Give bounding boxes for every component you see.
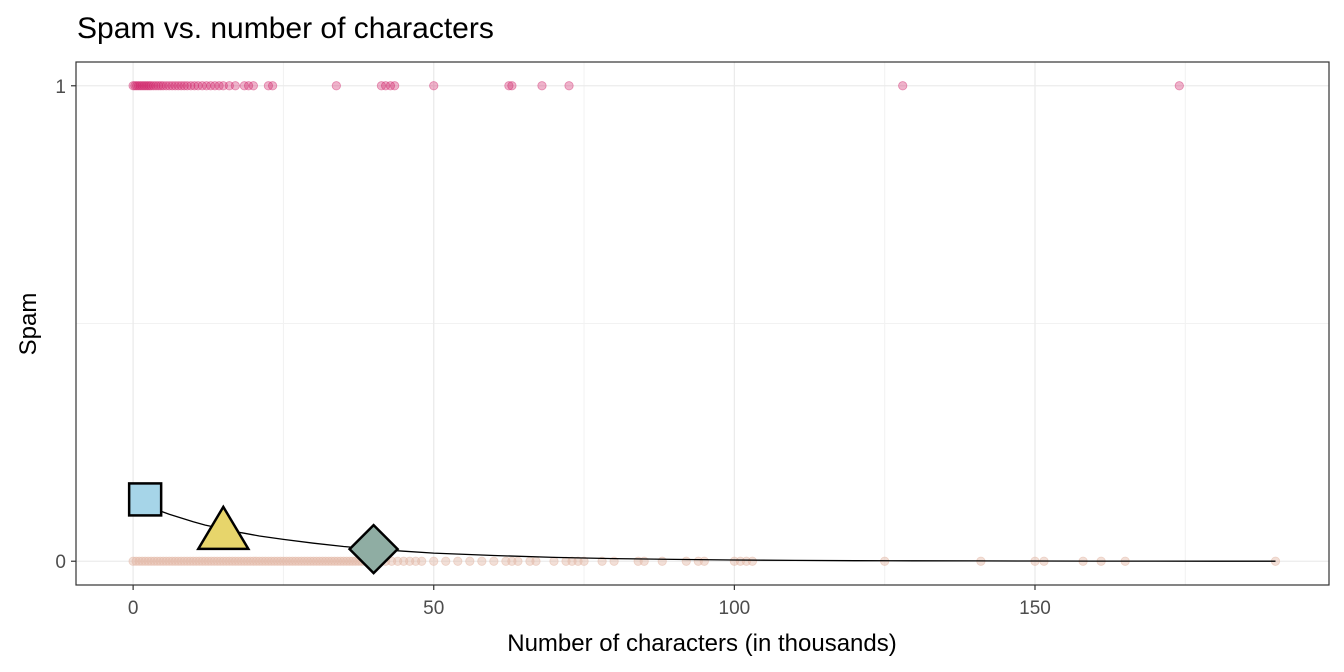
spam-point: [248, 81, 258, 91]
spam-point: [130, 81, 140, 91]
not_spam-point: [747, 556, 758, 566]
spam-point: [210, 81, 220, 91]
y-tick-label: 0: [55, 552, 66, 573]
spam-point: [898, 81, 908, 91]
fit-curve-line: [132, 498, 1276, 562]
not_spam-point: [477, 556, 487, 566]
not_spam-point: [549, 556, 559, 566]
spam-point: [161, 81, 171, 91]
not_spam-point: [597, 556, 607, 566]
fit-curve: [132, 498, 1276, 562]
spam-point: [193, 81, 203, 91]
spam-point: [156, 81, 166, 91]
spam-point: [230, 81, 240, 91]
plot-panel-border: [75, 61, 1330, 586]
spam-point: [179, 81, 189, 91]
spam-point: [243, 81, 254, 91]
spam-point: [158, 81, 168, 91]
spam-point: [170, 81, 180, 91]
x-tick-label: 0: [128, 598, 139, 619]
spam-point: [224, 81, 234, 91]
not_spam-point: [429, 556, 439, 566]
not_spam-point: [699, 556, 709, 566]
spam-point: [167, 81, 177, 91]
spam-point: [268, 81, 278, 91]
y-tick-label: 1: [55, 77, 66, 98]
not_spam-point: [681, 556, 691, 566]
spam-point: [141, 81, 151, 91]
spam-point: [164, 81, 174, 91]
spam-point: [151, 81, 161, 91]
spam-point: [390, 81, 400, 91]
spam-point: [381, 81, 391, 91]
diamond-marker: [347, 523, 400, 575]
spam-point: [376, 81, 387, 91]
spam-point: [132, 81, 142, 91]
square-marker: [127, 482, 163, 517]
spam-point: [206, 81, 216, 91]
spam-point: [507, 81, 517, 91]
spam-point: [263, 81, 273, 91]
spam-point: [146, 81, 156, 91]
spam-point: [135, 81, 145, 91]
spam-point: [182, 81, 192, 91]
spam-point: [214, 81, 224, 91]
spam-point: [186, 81, 196, 91]
not_spam-point: [657, 556, 667, 566]
x-tick-label: 50: [423, 598, 444, 619]
x-tick-label: 100: [719, 598, 751, 619]
spam-point: [148, 81, 159, 91]
spam-point: [1174, 81, 1184, 91]
chart-title: Spam vs. number of characters: [77, 12, 494, 45]
not_spam-point: [639, 556, 649, 566]
spam-point: [189, 81, 200, 91]
spam-point: [537, 81, 547, 91]
spam-point: [197, 81, 207, 91]
spam-point: [144, 81, 154, 91]
spam-point: [385, 81, 396, 91]
axis-ticks: 0 50 100 150 0 1: [55, 77, 1050, 619]
spam-point: [201, 81, 212, 91]
spam-point: [153, 81, 163, 91]
spam-point: [564, 81, 574, 91]
spam-point: [133, 81, 144, 91]
spam-point: [142, 81, 153, 91]
y-axis-title: Spam: [15, 293, 42, 356]
spam-point: [139, 81, 149, 91]
spam-point: [218, 81, 228, 91]
spam-point: [128, 81, 138, 91]
not_spam-point: [465, 556, 475, 566]
spam-point: [504, 81, 514, 91]
grid-lines: [76, 62, 1329, 585]
x-tick-label: 150: [1019, 598, 1051, 619]
spam-point: [239, 81, 249, 91]
not_spam-point: [579, 556, 589, 566]
spam-point: [176, 81, 186, 91]
not_spam-point: [531, 556, 541, 566]
not_spam-point: [441, 556, 451, 566]
x-axis-title: Number of characters (in thousands): [507, 630, 897, 657]
not_spam-point: [513, 556, 523, 566]
not_spam-point: [489, 556, 499, 566]
not_spam-point: [417, 556, 427, 566]
spam-point: [331, 81, 341, 91]
spam-point: [429, 81, 439, 91]
spam-point: [173, 81, 183, 91]
highlight-markers: [127, 482, 400, 575]
not_spam-point: [453, 556, 463, 566]
triangle-marker: [196, 504, 251, 551]
spam-point: [137, 81, 147, 91]
